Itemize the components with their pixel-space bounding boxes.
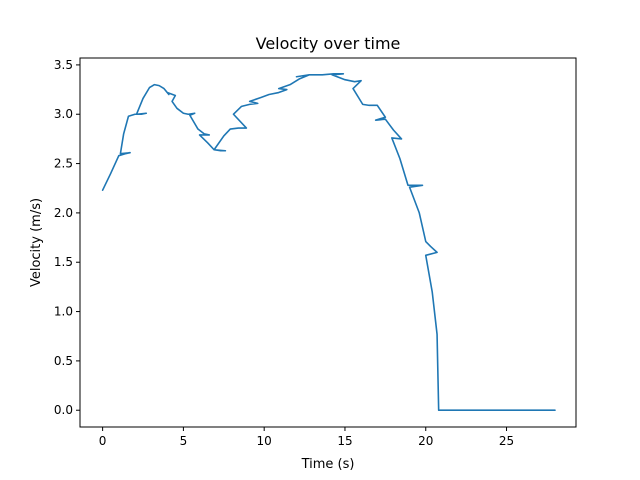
- axes-frame: [79, 57, 577, 428]
- x-tick-label: 25: [499, 434, 514, 448]
- y-tick-label: 3.5: [54, 58, 73, 72]
- plot-area: [101, 72, 556, 412]
- x-tick-label: 5: [180, 434, 188, 448]
- y-tick-label: 0.0: [54, 403, 73, 417]
- y-axis: 0.0 0.5 1.0 1.5 2.0 2.5 3.0 3.5: [54, 58, 80, 417]
- x-tick-label: 10: [257, 434, 272, 448]
- chart-title: Velocity over time: [256, 34, 401, 53]
- y-tick-label: 2.5: [54, 157, 73, 171]
- y-axis-label: Velocity (m/s): [29, 198, 44, 287]
- x-tick-label: 20: [418, 434, 433, 448]
- series-line-velocity: [101, 72, 556, 412]
- y-tick-label: 3.0: [54, 107, 73, 121]
- x-tick-label: 0: [99, 434, 107, 448]
- y-tick-label: 0.5: [54, 354, 73, 368]
- y-tick-label: 1.5: [54, 255, 73, 269]
- x-axis-label: Time (s): [301, 457, 355, 472]
- y-tick-label: 1.0: [54, 305, 73, 319]
- y-tick-label: 2.0: [54, 206, 73, 220]
- x-axis: 0 5 10 15 20 25: [99, 427, 514, 448]
- x-tick-label: 15: [337, 434, 352, 448]
